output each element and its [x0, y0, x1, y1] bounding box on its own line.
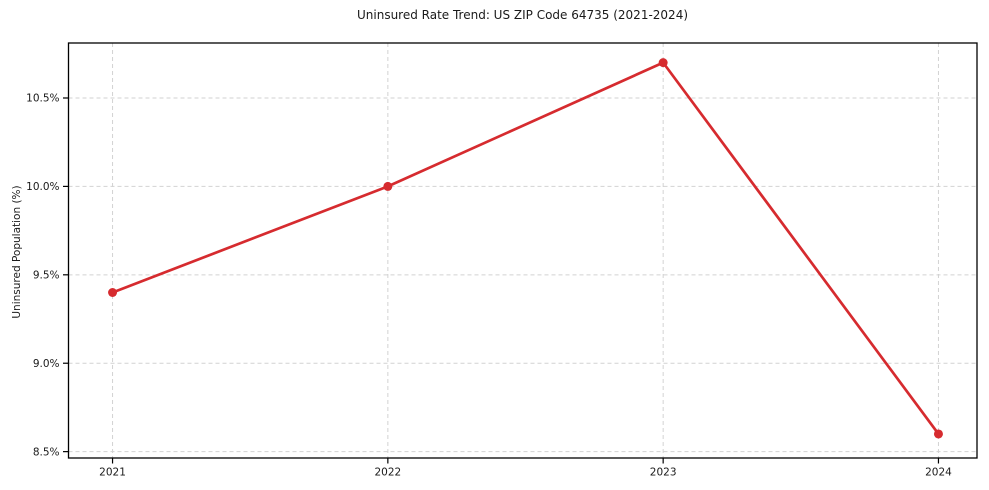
x-tick-label: 2022 [374, 467, 401, 479]
trend-line [111, 61, 940, 436]
y-tick-label: 8.5% [33, 446, 60, 458]
data-point-marker [658, 58, 668, 68]
chart-title: Uninsured Rate Trend: US ZIP Code 64735 … [356, 8, 689, 22]
y-tick-label: 10.5% [26, 93, 59, 105]
plot-border [67, 42, 978, 459]
y-tick-label: 10.0% [26, 181, 59, 193]
y-tick-label: 9.5% [33, 270, 60, 282]
x-tick-label: 2023 [650, 467, 677, 479]
x-tick-label: 2024 [925, 467, 952, 479]
x-tick-label: 2021 [99, 467, 126, 479]
data-point-marker [108, 287, 118, 297]
y-tick-label: 9.0% [33, 358, 60, 370]
data-point-marker [383, 181, 393, 191]
data-point-marker [933, 429, 943, 439]
